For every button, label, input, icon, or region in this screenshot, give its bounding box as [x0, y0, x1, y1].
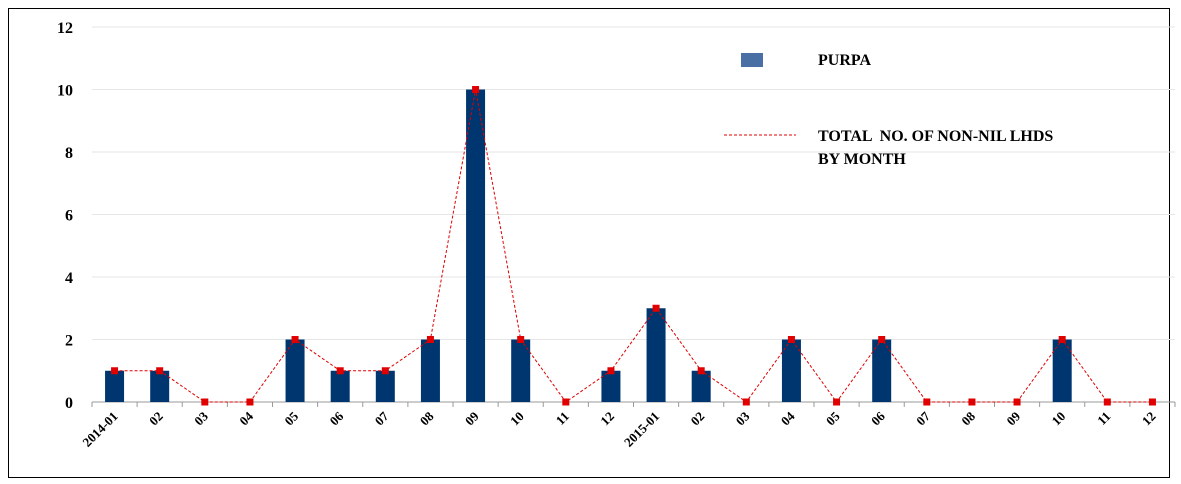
legend: PURPA TOTAL NO. OF NON-NIL LHDS BY MONTH — [724, 52, 1053, 168]
legend-bar-label: PURPA — [818, 52, 871, 69]
bar — [105, 370, 125, 402]
line-point — [607, 367, 615, 375]
y-tick-label: 6 — [65, 208, 73, 225]
x-tick-label: 03 — [191, 408, 211, 428]
x-axis: 2014-01 02 03 04 05 06 07 08 09 10 11 12 2015-01 02 03… — [79, 401, 1176, 450]
y-axis: 0 2 4 6 8 10 12 — [57, 20, 73, 412]
x-tick-label: 12 — [597, 409, 617, 429]
line-point — [246, 398, 254, 406]
line-series — [111, 86, 1156, 406]
x-tick-label: 04 — [236, 408, 256, 428]
x-tick-label: 11 — [553, 409, 572, 428]
x-tick-label: 08 — [417, 408, 437, 428]
x-tick-label: 11 — [1094, 409, 1113, 428]
x-tick-label: 02 — [688, 409, 708, 429]
bar — [511, 339, 531, 402]
y-tick-label: 10 — [57, 83, 73, 100]
y-tick-label: 2 — [65, 333, 73, 350]
x-tick-label: 06 — [327, 408, 347, 428]
bar — [466, 89, 486, 402]
line-point — [923, 398, 931, 406]
bar — [646, 308, 666, 402]
line-point — [336, 367, 344, 375]
legend-bar-swatch — [741, 53, 763, 67]
x-tick-label: 02 — [146, 409, 166, 429]
bar — [872, 339, 892, 402]
bar-series — [105, 89, 1072, 402]
x-tick-label: 2015-01 — [621, 409, 662, 450]
x-tick-label: 09 — [462, 408, 482, 428]
legend-line-label-2: BY MONTH — [818, 151, 906, 168]
y-tick-label: 12 — [57, 20, 73, 37]
line-point — [201, 398, 209, 406]
line-point — [742, 398, 750, 406]
line-point — [833, 398, 841, 406]
line-point — [111, 367, 119, 375]
line-point — [1058, 336, 1066, 343]
line-point — [1148, 398, 1156, 406]
bar — [375, 370, 395, 402]
bar — [420, 339, 440, 402]
x-tick-label: 10 — [507, 409, 527, 429]
line-point — [291, 336, 299, 343]
line-point — [968, 398, 976, 406]
legend-line-label: TOTAL NO. OF NON-NIL LHDS — [818, 128, 1053, 145]
line-point — [517, 336, 525, 343]
line-point — [697, 367, 705, 375]
line-point — [156, 367, 164, 375]
bar — [330, 370, 350, 402]
line-point — [878, 336, 886, 343]
x-tick-label: 05 — [823, 408, 843, 428]
bar — [601, 370, 621, 402]
y-tick-label: 4 — [65, 270, 73, 287]
x-tick-label: 07 — [372, 408, 392, 428]
series-line — [114, 89, 1153, 403]
x-tick-label: 05 — [281, 408, 301, 428]
x-tick-label: 12 — [1139, 409, 1159, 429]
x-tick-label: 09 — [1003, 408, 1023, 428]
bar — [150, 370, 170, 402]
x-tick-label: 03 — [733, 408, 753, 428]
line-point — [1013, 398, 1021, 406]
line-point — [787, 336, 795, 343]
x-tick-label: 08 — [958, 408, 978, 428]
gridlines — [92, 26, 1175, 340]
bar — [691, 370, 711, 402]
line-point — [652, 304, 660, 312]
line-point — [1103, 398, 1111, 406]
x-tick-label: 2014-01 — [79, 409, 120, 450]
x-tick-label: 07 — [913, 408, 933, 428]
y-tick-label: 0 — [65, 395, 73, 412]
bar — [285, 339, 305, 402]
x-tick-label: 06 — [868, 408, 888, 428]
line-point — [426, 336, 434, 343]
x-tick-label: 04 — [778, 408, 798, 428]
line-point — [472, 86, 480, 93]
line-point — [562, 398, 570, 406]
bar — [1052, 339, 1072, 402]
y-tick-label: 8 — [65, 145, 73, 162]
x-tick-label: 10 — [1049, 409, 1069, 429]
line-point — [381, 367, 389, 375]
bar — [781, 339, 801, 402]
